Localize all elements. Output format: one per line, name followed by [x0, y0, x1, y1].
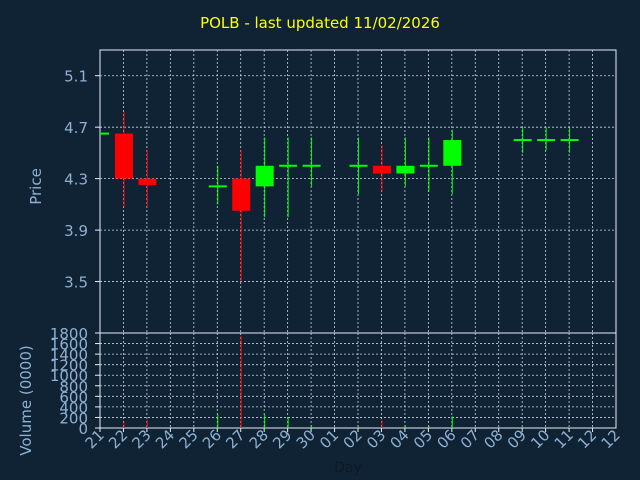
volume-axis-label: Volume (0000) [17, 345, 35, 455]
volume-ytick-label: 1200 [50, 357, 88, 375]
x-tick-label: 28 [246, 426, 272, 452]
volume-ytick-label: 400 [59, 399, 88, 417]
x-tick-label: 12 [574, 426, 600, 452]
chart-title: POLB - last updated 11/02/2026 [200, 14, 440, 32]
price-ytick-label: 4.3 [64, 171, 88, 189]
x-tick-label: 23 [129, 426, 155, 452]
price-ytick-label: 5.1 [64, 68, 88, 86]
price-ytick-label: 3.5 [64, 274, 88, 292]
candle-body [396, 165, 415, 174]
candle-body [138, 178, 157, 186]
candle-body [349, 164, 368, 167]
x-tick-label: 03 [363, 426, 389, 452]
volume-ytick-label: 1400 [50, 346, 88, 364]
x-tick-label: 11 [551, 426, 577, 452]
candle-body [114, 133, 133, 179]
x-tick-label: 07 [457, 426, 483, 452]
candle-body [302, 164, 321, 167]
x-tick-label: 24 [152, 426, 178, 452]
candle-body [100, 132, 109, 135]
candle-body [513, 139, 532, 142]
candle-body [255, 165, 274, 187]
x-tick-label: 22 [105, 426, 131, 452]
x-tick-label: 27 [222, 426, 248, 452]
candle-body [419, 164, 438, 167]
price-axis-label: Price [27, 168, 45, 205]
x-tick-label: 26 [199, 426, 225, 452]
price-ytick-label: 3.9 [64, 222, 88, 240]
volume-ytick-label: 1600 [50, 336, 88, 354]
volume-ytick-label: 1000 [50, 367, 88, 385]
x-tick-label: 29 [269, 426, 295, 452]
x-tick-label: 04 [387, 426, 413, 452]
x-axis-label: Day [334, 460, 362, 476]
x-tick-label: 01 [316, 426, 342, 452]
x-tick-label: 05 [410, 426, 436, 452]
price-ytick-label: 4.7 [64, 119, 88, 137]
x-tick-label: 30 [293, 426, 319, 452]
candle-body [372, 165, 391, 174]
x-tick-label: 12 [598, 426, 624, 452]
x-tick-label: 02 [340, 426, 366, 452]
x-tick-label: 06 [433, 426, 459, 452]
volume-ytick-label: 1800 [50, 325, 88, 343]
candle-body [208, 185, 227, 188]
volume-ytick-label: 200 [59, 409, 88, 427]
candle-body [537, 139, 556, 142]
candle-body [443, 140, 462, 166]
candle-body [232, 178, 251, 211]
candle-body [560, 139, 579, 142]
volume-ytick-label: 800 [59, 378, 88, 396]
volume-ytick-label: 600 [59, 388, 88, 406]
volume-ytick-label: 0 [78, 420, 88, 438]
x-tick-label: 09 [504, 426, 530, 452]
candle-body [279, 164, 298, 167]
x-tick-label: 08 [480, 426, 506, 452]
x-tick-label: 25 [175, 426, 201, 452]
x-tick-label: 10 [527, 426, 553, 452]
